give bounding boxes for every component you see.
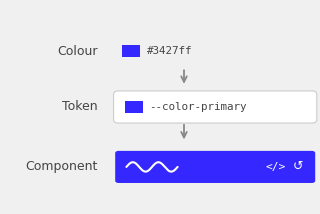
Text: </>: </> bbox=[265, 162, 285, 172]
Text: ↺: ↺ bbox=[292, 160, 303, 173]
Text: Component: Component bbox=[25, 160, 98, 173]
Text: --color-primary: --color-primary bbox=[149, 102, 247, 112]
Text: Token: Token bbox=[62, 101, 98, 113]
Text: Colour: Colour bbox=[57, 45, 98, 58]
FancyBboxPatch shape bbox=[114, 91, 317, 123]
Text: #3427ff: #3427ff bbox=[147, 46, 192, 56]
FancyBboxPatch shape bbox=[115, 151, 315, 183]
FancyBboxPatch shape bbox=[125, 101, 143, 113]
FancyBboxPatch shape bbox=[122, 46, 140, 57]
